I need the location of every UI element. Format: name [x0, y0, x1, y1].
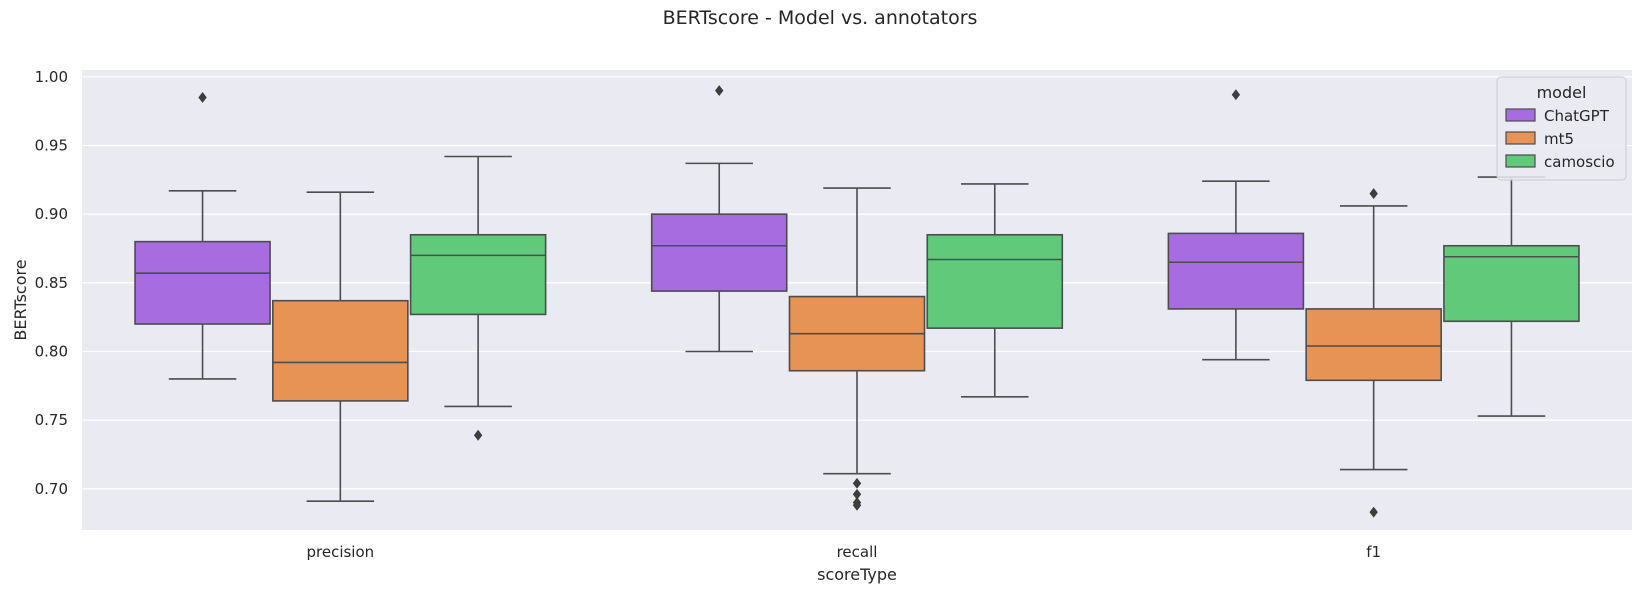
outlier-point	[198, 92, 207, 103]
x-axis-label: scoreType	[817, 565, 897, 584]
outlier-point	[852, 477, 862, 489]
legend-frame	[1496, 76, 1627, 181]
legend-entry: mt5	[1544, 130, 1574, 148]
x-tick-label: f1	[1366, 543, 1381, 561]
outlier-point	[715, 85, 724, 97]
box-body	[1167, 232, 1305, 310]
y-tick-label: 1.00	[35, 68, 68, 86]
legend-swatch	[1505, 108, 1536, 122]
box-body	[926, 233, 1064, 329]
y-tick-label: 0.95	[35, 137, 68, 155]
outlier-point	[473, 429, 483, 441]
outlier-point	[852, 488, 862, 500]
legend-entry: camoscio	[1544, 153, 1615, 171]
box-group	[650, 85, 788, 353]
y-tick-label: 0.80	[35, 342, 68, 360]
box-body	[1443, 244, 1580, 323]
box-group	[788, 187, 926, 511]
outlier-point	[852, 499, 862, 511]
box-group	[134, 92, 271, 380]
y-tick-label: 0.75	[35, 411, 68, 429]
legend-entry: ChatGPT	[1544, 107, 1610, 125]
box-group	[409, 155, 547, 441]
outlier-point	[1369, 506, 1378, 518]
box-plots	[134, 85, 1580, 518]
outlier-point	[1369, 188, 1378, 200]
y-tick-label: 0.85	[35, 274, 68, 292]
legend-swatch	[1505, 154, 1536, 168]
y-axis-label: BERTscore	[11, 259, 30, 340]
legend-title: model	[1537, 83, 1587, 102]
box-group	[926, 183, 1064, 398]
outlier-point	[1231, 89, 1241, 101]
box-group	[1167, 89, 1305, 361]
chart-title: BERTscore - Model vs. annotators	[663, 7, 978, 29]
legend-swatch	[1505, 131, 1536, 145]
box-group	[272, 191, 409, 502]
box-body	[650, 213, 788, 292]
box-group	[1443, 176, 1580, 417]
legend: model ChatGPT mt5 camoscio	[1496, 76, 1627, 181]
box-body	[409, 233, 547, 316]
box-body	[134, 240, 271, 325]
box-body	[272, 299, 409, 402]
x-tick-label: precision	[306, 543, 374, 561]
y-tick-label: 0.70	[35, 480, 68, 498]
box-body	[1305, 308, 1442, 382]
box-group	[1305, 188, 1442, 518]
x-axis-ticks: precision recall f1	[306, 543, 1381, 561]
x-tick-label: recall	[837, 543, 878, 561]
y-axis-ticks: 0.70 0.75 0.80 0.85 0.90 0.95 1.00	[35, 68, 68, 498]
y-tick-label: 0.90	[35, 205, 68, 223]
